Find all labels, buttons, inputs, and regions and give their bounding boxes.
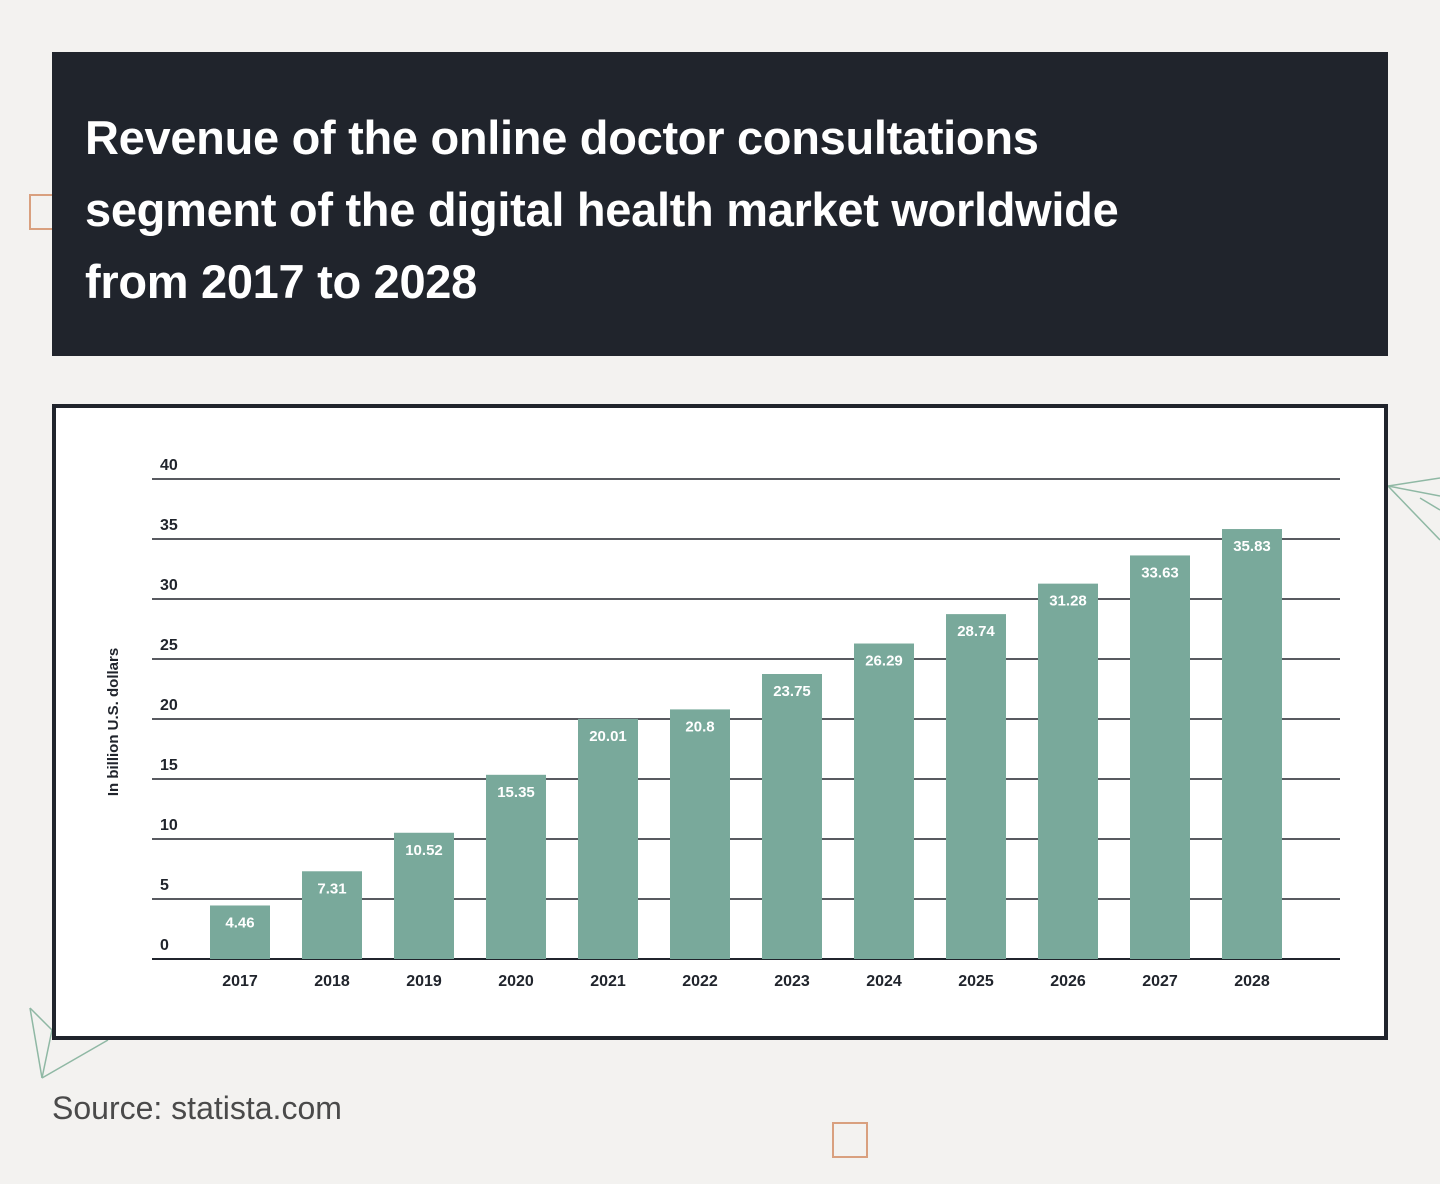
bar-value-label: 20.01 <box>589 728 627 745</box>
x-tick-label: 2019 <box>406 973 442 990</box>
decorative-square-bottom <box>832 1122 868 1158</box>
bar-2027 <box>1130 555 1190 959</box>
chart-title: Revenue of the online doctor consultatio… <box>85 111 1119 308</box>
x-tick-label: 2026 <box>1050 973 1086 990</box>
title-banner: Revenue of the online doctor consultatio… <box>52 52 1388 356</box>
y-tick-label: 0 <box>160 937 169 954</box>
x-tick-label: 2023 <box>774 973 810 990</box>
bar-value-label: 35.83 <box>1233 538 1271 555</box>
bar-2023 <box>762 674 822 959</box>
bar-2026 <box>1038 583 1098 959</box>
x-tick-label: 2021 <box>590 973 626 990</box>
bar-value-label: 15.35 <box>497 784 535 801</box>
x-tick-label: 2028 <box>1234 973 1270 990</box>
source-note: Source: statista.com <box>52 1090 342 1126</box>
y-tick-label: 5 <box>160 877 169 894</box>
x-tick-label: 2020 <box>498 973 534 990</box>
bar-2020 <box>486 774 546 959</box>
bar-value-label: 10.52 <box>405 842 443 859</box>
bar-value-label: 4.46 <box>225 914 254 931</box>
bar-value-label: 23.75 <box>773 683 811 700</box>
bar-2021 <box>578 718 638 959</box>
y-tick-label: 20 <box>160 697 178 714</box>
bar-value-label: 7.31 <box>317 880 346 897</box>
bar-2024 <box>854 643 914 959</box>
x-tick-label: 2018 <box>314 973 350 990</box>
bar-2025 <box>946 614 1006 959</box>
chart-panel: 0 5 10 15 20 25 30 35 40 In billion U.S. dollars 4… <box>52 404 1388 1040</box>
bar-value-label: 31.28 <box>1049 593 1087 610</box>
bar-value-label: 33.63 <box>1141 564 1179 581</box>
y-axis-label: In billion U.S. dollars <box>105 648 122 796</box>
y-tick-label: 15 <box>160 757 178 774</box>
x-tick-label: 2022 <box>682 973 718 990</box>
bar-value-label: 26.29 <box>865 653 903 670</box>
bar-2017 <box>210 905 270 959</box>
bar-2022 <box>670 709 730 959</box>
bar-value-label: 28.74 <box>957 623 995 640</box>
decorative-lines-right <box>1387 477 1440 541</box>
bar-2028 <box>1222 529 1282 959</box>
bar-value-label: 20.8 <box>685 718 714 735</box>
x-tick-label: 2024 <box>866 973 902 990</box>
y-tick-label: 30 <box>160 577 178 594</box>
x-tick-label: 2025 <box>958 973 994 990</box>
y-tick-label: 10 <box>160 817 178 834</box>
bar-2019 <box>394 832 454 959</box>
x-tick-label: 2027 <box>1142 973 1178 990</box>
bar-2018 <box>302 871 362 959</box>
y-tick-label: 40 <box>160 457 178 474</box>
y-tick-label: 25 <box>160 637 178 654</box>
x-tick-label: 2017 <box>222 973 258 990</box>
y-tick-label: 35 <box>160 517 178 534</box>
